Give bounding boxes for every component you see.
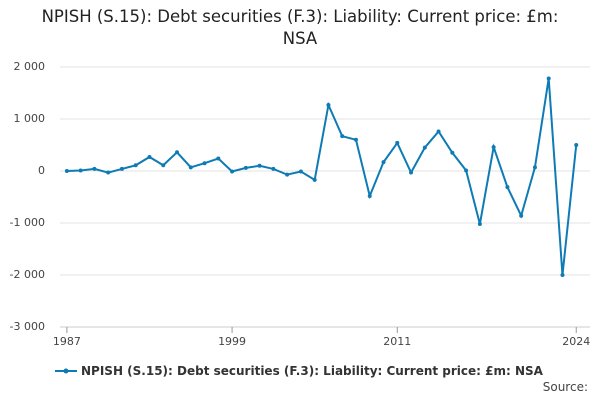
point bbox=[78, 168, 83, 173]
point bbox=[298, 169, 303, 174]
y-tick-label: 2 000 bbox=[14, 60, 46, 73]
x-tick-label: 2011 bbox=[383, 335, 411, 348]
y-tick-label: 0 bbox=[38, 164, 45, 177]
point bbox=[133, 163, 138, 168]
point bbox=[271, 166, 276, 171]
point bbox=[202, 161, 207, 166]
point bbox=[257, 163, 262, 168]
point bbox=[64, 169, 69, 173]
point bbox=[464, 168, 469, 173]
y-tick-label: -3 000 bbox=[10, 320, 45, 333]
point bbox=[119, 166, 124, 171]
point bbox=[106, 170, 111, 175]
chart-title: NPISH (S.15): Debt securities (F.3): Lia… bbox=[41, 7, 559, 48]
y-tick-label: 1 000 bbox=[14, 112, 46, 125]
point bbox=[230, 169, 235, 174]
point bbox=[353, 137, 358, 142]
source: Source: bbox=[542, 380, 588, 394]
x-tick-label: 2024 bbox=[562, 335, 590, 348]
y-tick-label: -2 000 bbox=[10, 268, 45, 281]
point bbox=[381, 160, 386, 165]
point bbox=[491, 145, 496, 150]
point bbox=[574, 143, 579, 147]
point bbox=[450, 150, 455, 155]
point bbox=[312, 177, 317, 182]
y-tick-label: -1 000 bbox=[10, 216, 45, 229]
point bbox=[477, 222, 482, 227]
point bbox=[436, 129, 441, 134]
point bbox=[92, 166, 97, 171]
point bbox=[216, 156, 221, 161]
series-line bbox=[66, 78, 578, 276]
point bbox=[505, 185, 510, 190]
legend: NPISH (S.15): Debt securities (F.3): Lia… bbox=[55, 364, 543, 378]
point bbox=[147, 154, 152, 159]
point bbox=[395, 140, 400, 145]
point bbox=[546, 76, 551, 81]
point bbox=[285, 172, 290, 177]
point bbox=[161, 163, 166, 168]
point bbox=[422, 145, 427, 150]
legend-swatch bbox=[55, 368, 77, 374]
point bbox=[409, 170, 414, 175]
point bbox=[175, 150, 180, 155]
legend-label: NPISH (S.15): Debt securities (F.3): Lia… bbox=[81, 364, 543, 378]
point bbox=[532, 165, 537, 170]
point bbox=[560, 273, 565, 277]
x-tick-label: 1999 bbox=[218, 335, 246, 348]
point bbox=[340, 134, 345, 139]
x-tick-label: 1987 bbox=[53, 335, 81, 348]
point bbox=[326, 102, 331, 107]
point bbox=[243, 165, 248, 170]
point bbox=[519, 213, 524, 218]
point bbox=[188, 165, 193, 170]
point bbox=[367, 193, 372, 198]
